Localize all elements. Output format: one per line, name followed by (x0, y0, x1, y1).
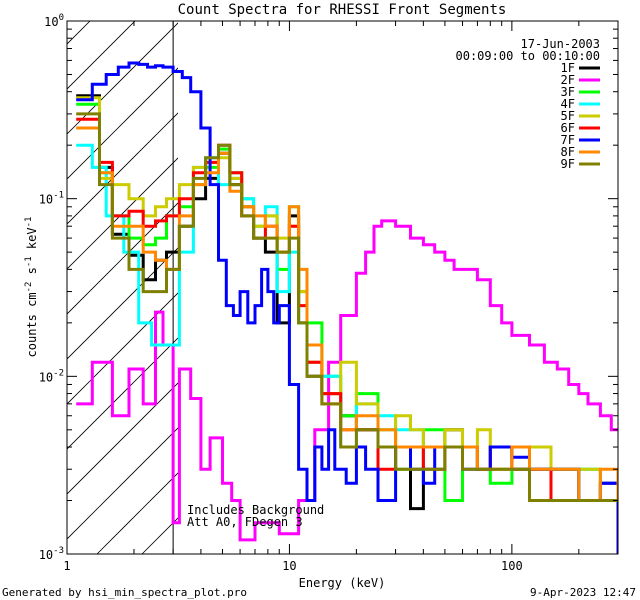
chart-title: Count Spectra for RHESSI Front Segments (178, 2, 507, 18)
y-tick-label: 10-3 (39, 546, 64, 562)
hatch-line (67, 292, 178, 405)
footer-generated-by: Generated by hsi_min_spectra_plot.pro (2, 586, 247, 599)
footer-timestamp: 9-Apr-2023 12:47 (530, 586, 636, 599)
series-group (76, 61, 618, 554)
time-range-label: 00:09:00 to 00:10:00 (456, 49, 601, 63)
hatch-line (67, 382, 178, 495)
y-tick-label: 10-1 (39, 191, 64, 207)
hatch-line (67, 67, 178, 180)
series-line-3f (76, 102, 618, 502)
series-line-5f (76, 96, 618, 502)
hatch-line (67, 427, 178, 540)
hatch-line (67, 22, 178, 135)
y-axis-title: counts cm-2 s-1 keV-1 (24, 217, 39, 358)
x-axis-title: Energy (keV) (299, 576, 386, 590)
legend-label-7f: 7F (561, 133, 575, 147)
series-line-8f (76, 126, 618, 502)
x-tick-label: 1 (63, 559, 70, 573)
series-line-7f (76, 61, 618, 554)
hatch-line (67, 21, 136, 90)
annotation-attenuator: Att A0, FDegen 3 (187, 515, 303, 529)
date-label: 17-Jun-2003 (521, 37, 600, 51)
y-tick-label: 100 (44, 13, 64, 29)
x-tick-label: 100 (501, 559, 523, 573)
series-line-2f (76, 219, 618, 542)
legend: 17-Jun-2003 00:09:00 to 00:10:00 1F2F3F4… (456, 37, 601, 171)
x-tick-label: 10 (282, 559, 296, 573)
y-tick-label: 10-2 (39, 368, 64, 384)
legend-label-4f: 4F (561, 97, 575, 111)
legend-label-3f: 3F (561, 85, 575, 99)
hatch-line (67, 202, 178, 315)
plot-frame (66, 20, 619, 555)
hatch-line (67, 247, 178, 360)
hatched-region (0, 0, 178, 554)
series-line-6f (76, 117, 618, 502)
annotation-background: Includes Background (187, 503, 324, 517)
series-line-1f (76, 94, 618, 525)
hatch-line (0, 0, 27, 554)
legend-label-5f: 5F (561, 109, 575, 123)
legend-label-9f: 9F (561, 157, 575, 171)
series-line-9f (76, 112, 618, 502)
axes: 1 10 100 10-3 10-2 10-1 100 (39, 13, 619, 573)
legend-label-1f: 1F (561, 61, 575, 75)
legend-label-2f: 2F (561, 73, 575, 87)
legend-label-6f: 6F (561, 121, 575, 135)
legend-label-8f: 8F (561, 145, 575, 159)
